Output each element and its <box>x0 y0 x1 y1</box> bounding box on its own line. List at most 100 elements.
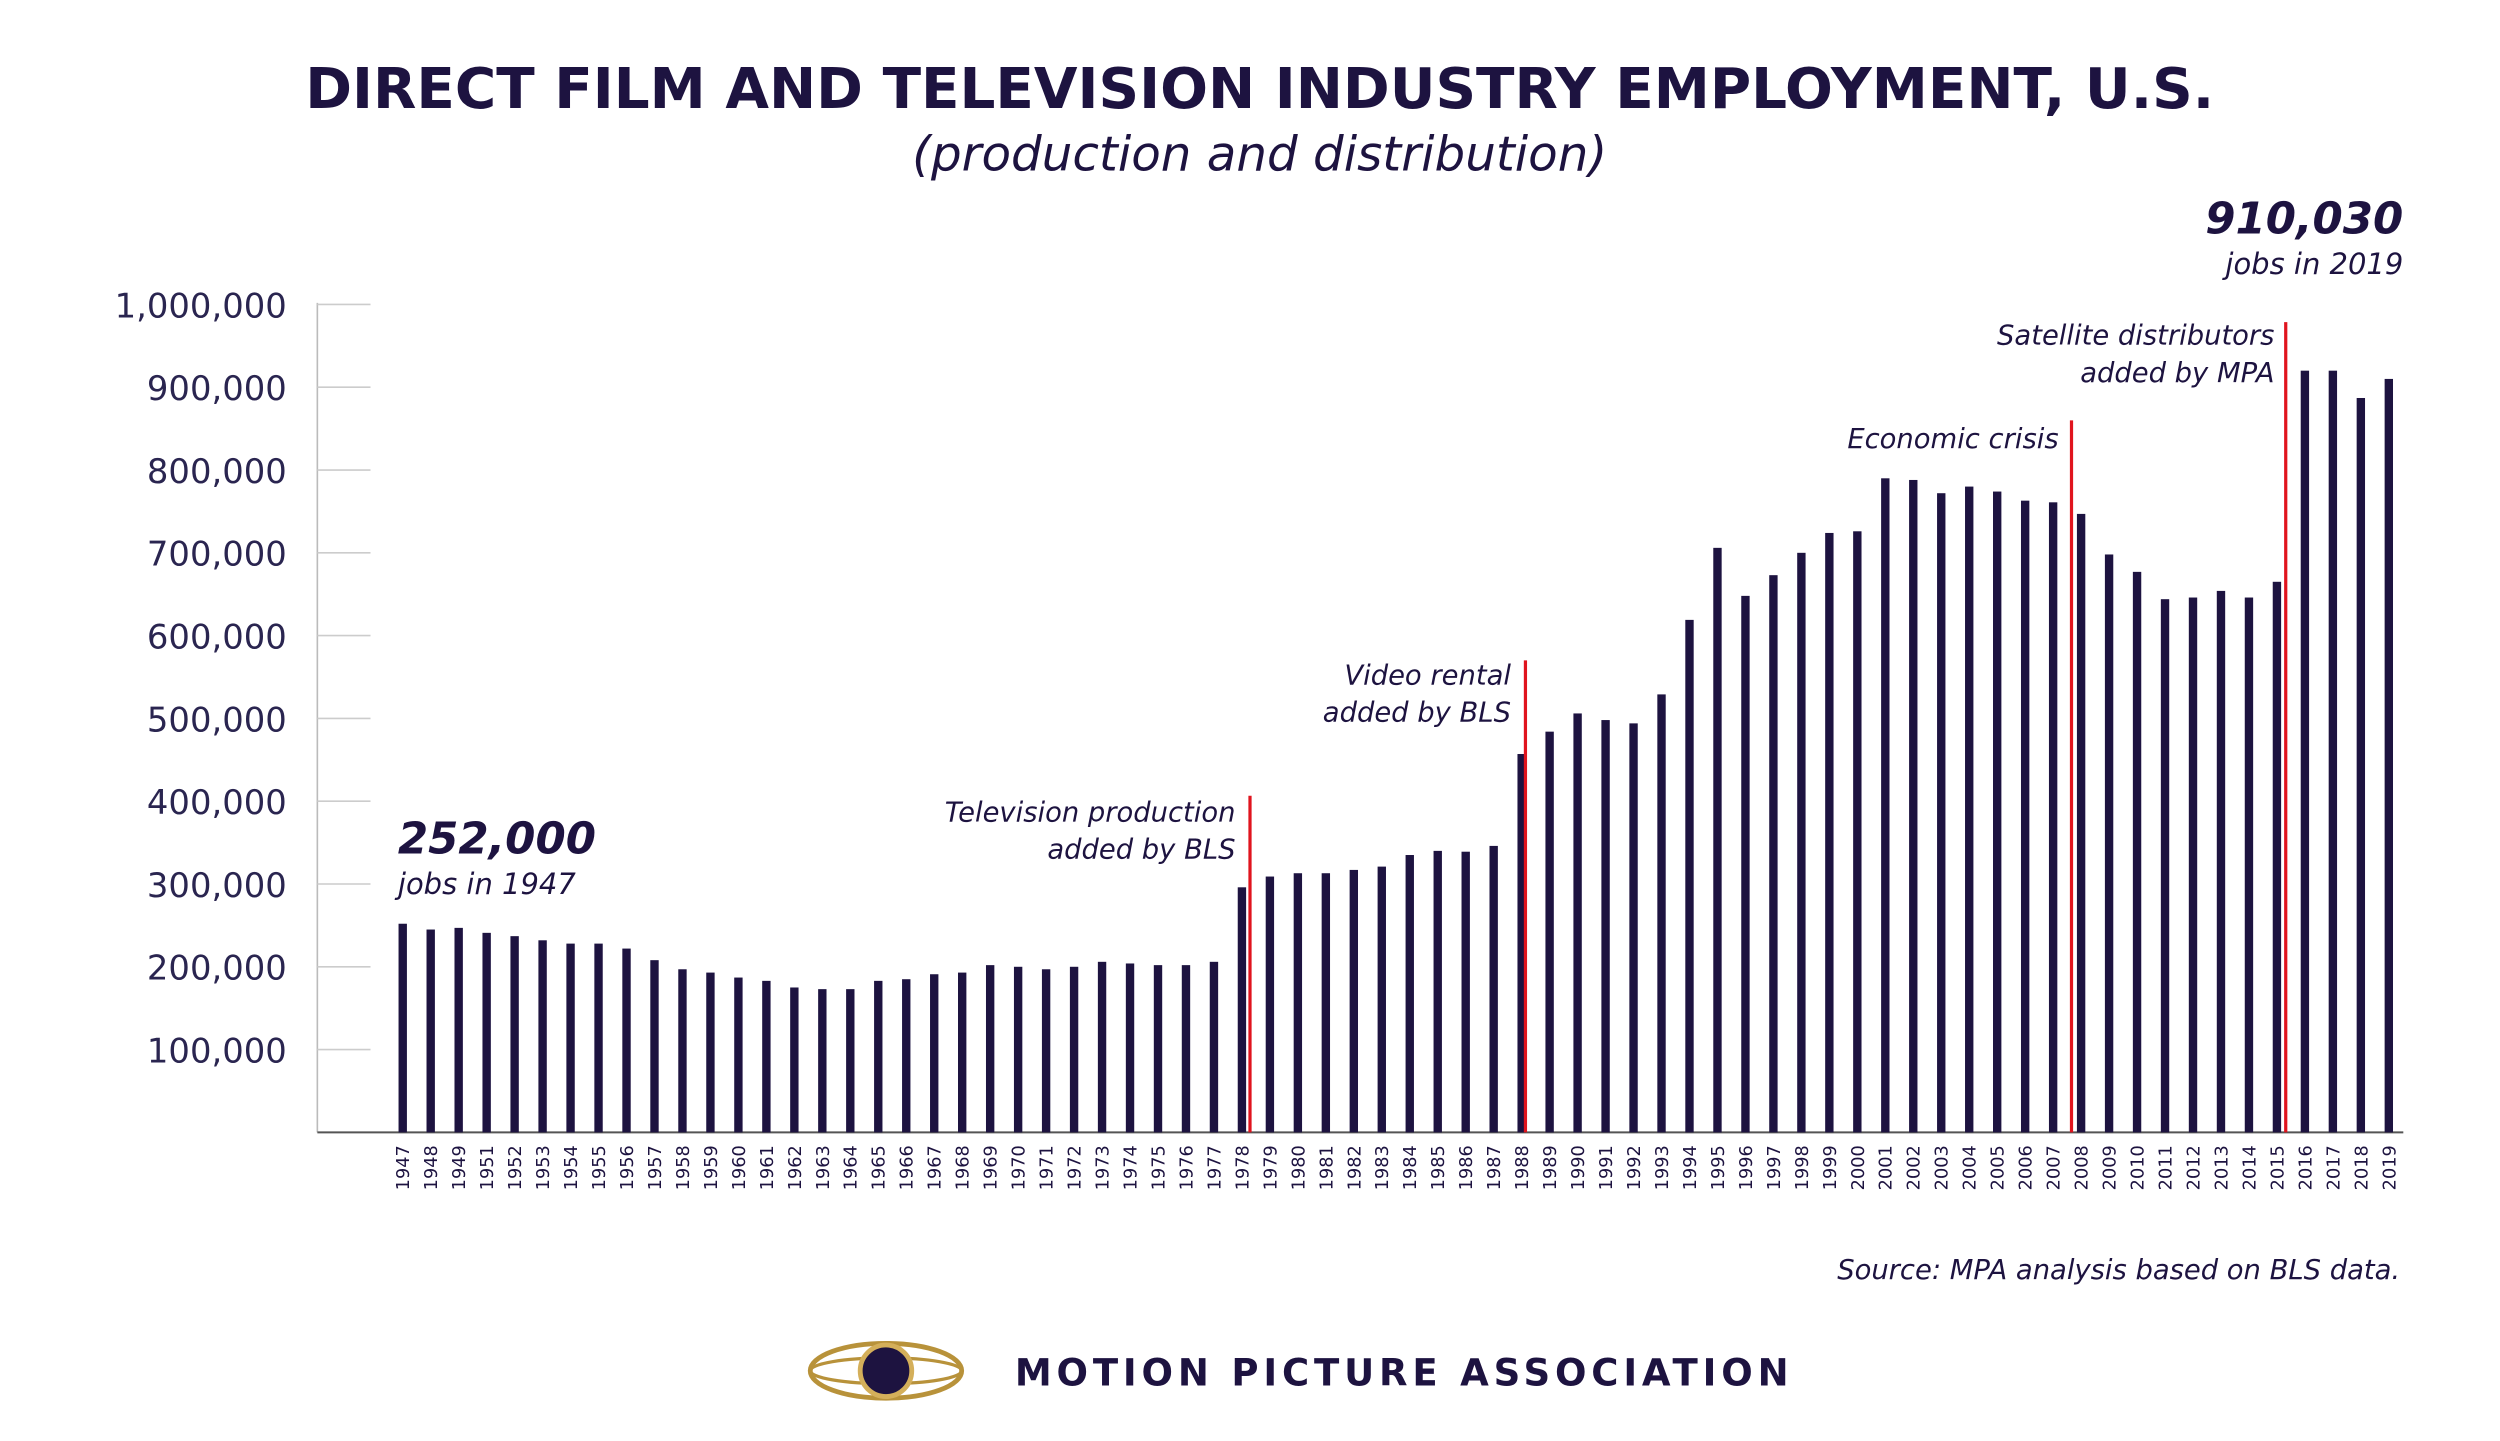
bar <box>2132 571 2142 1133</box>
x-tick-label: 1984 <box>1401 1145 1421 1190</box>
bar <box>1545 731 1554 1133</box>
bar <box>874 980 883 1133</box>
bar <box>846 989 855 1133</box>
bar <box>1265 876 1275 1133</box>
bar <box>2216 590 2226 1133</box>
x-tick-label: 1954 <box>562 1145 582 1190</box>
y-tick-label: 800,000 <box>147 452 287 491</box>
x-tick-label: 1964 <box>842 1145 862 1190</box>
bar <box>1349 869 1359 1133</box>
x-tick-label: 1966 <box>898 1145 918 1190</box>
x-tick-label: 1967 <box>926 1145 946 1190</box>
x-tick-label: 1979 <box>1261 1145 1281 1190</box>
bar <box>678 969 687 1133</box>
x-tick-label: 2005 <box>1989 1145 2009 1190</box>
x-tick-label: 1951 <box>478 1145 498 1190</box>
x-tick-label: 2015 <box>2268 1145 2288 1190</box>
bar <box>1993 491 2002 1133</box>
source: Source: MPA analysis based on BLS data. <box>1837 1255 2400 1286</box>
bar <box>1769 575 1778 1133</box>
bar <box>985 965 995 1133</box>
y-tick-label: 1,000,000 <box>115 286 287 325</box>
bar <box>566 943 575 1133</box>
x-tick-label: 2002 <box>1905 1145 1925 1190</box>
callout-value: 252,000 <box>398 815 596 865</box>
x-tick-label: 2013 <box>2212 1145 2232 1190</box>
bar <box>790 987 799 1133</box>
callout-value: 910,030 <box>2205 195 2403 245</box>
bar <box>1321 873 1331 1133</box>
x-tick-label: 1960 <box>730 1145 750 1190</box>
bar <box>2076 513 2086 1133</box>
x-tick-label: 1982 <box>1345 1145 1365 1190</box>
bar <box>1405 855 1414 1133</box>
x-tick-label: 1956 <box>618 1145 638 1190</box>
bar <box>2272 581 2282 1133</box>
annotation-text: added by BLS <box>1323 698 1511 729</box>
chart-title: DIRECT FILM AND TELEVISION INDUSTRY EMPL… <box>305 57 2214 122</box>
y-tick-label: 500,000 <box>147 700 287 739</box>
x-tick-label: 2001 <box>1877 1145 1897 1190</box>
x-tick-label: 1985 <box>1429 1145 1449 1190</box>
annotation-text: Television production <box>945 797 1236 828</box>
bar <box>1937 493 1946 1133</box>
bar <box>1041 969 1051 1133</box>
x-tick-label: 2012 <box>2184 1145 2204 1190</box>
bar <box>1237 887 1247 1133</box>
bar <box>1741 595 1750 1133</box>
callout-text: jobs in 1947 <box>394 867 576 901</box>
x-tick-label: 2007 <box>2045 1145 2065 1190</box>
x-tick-label: 2018 <box>2352 1145 2372 1190</box>
bar <box>1293 873 1303 1133</box>
bar <box>538 940 547 1133</box>
callout-text: jobs in 2019 <box>2221 247 2403 281</box>
bar <box>2328 370 2338 1133</box>
x-tick-label: 1980 <box>1289 1145 1309 1190</box>
y-tick-label: 100,000 <box>147 1031 287 1070</box>
logo <box>807 1340 965 1401</box>
bar <box>2048 502 2058 1133</box>
bar <box>1853 531 1862 1133</box>
bar <box>762 980 771 1133</box>
bar <box>1461 851 1470 1133</box>
bar <box>398 923 407 1133</box>
x-tick-label: 1987 <box>1485 1145 1505 1190</box>
bar <box>1433 850 1442 1133</box>
x-tick-label: 2016 <box>2296 1145 2316 1190</box>
bar <box>2020 500 2030 1133</box>
bar <box>1069 966 1079 1133</box>
x-tick-label: 1948 <box>422 1145 442 1190</box>
bar <box>1825 532 1834 1133</box>
bar <box>1377 866 1386 1133</box>
y-tick-label: 900,000 <box>147 369 287 408</box>
x-tick-label: 1972 <box>1066 1145 1086 1190</box>
x-tick-label: 1997 <box>1765 1145 1785 1190</box>
x-tick-label: 1994 <box>1681 1145 1701 1190</box>
x-tick-label: 1978 <box>1233 1145 1253 1190</box>
x-tick-label: 1983 <box>1373 1145 1393 1190</box>
bar <box>1685 619 1694 1133</box>
x-tick-label: 1993 <box>1653 1145 1673 1190</box>
bar <box>1125 963 1135 1133</box>
bar <box>2300 370 2310 1133</box>
bar <box>1881 478 1890 1133</box>
x-tick-label: 1957 <box>646 1145 666 1190</box>
bar <box>902 979 911 1133</box>
x-tick-label: 1991 <box>1597 1145 1617 1190</box>
x-tick-label: 1977 <box>1205 1145 1225 1190</box>
x-tick-label: 1999 <box>1821 1145 1841 1190</box>
bar <box>650 960 659 1133</box>
footer: MOTION PICTURE ASSOCIATION <box>1015 1351 1794 1394</box>
y-tick-label: 600,000 <box>147 617 287 656</box>
bar <box>2188 597 2198 1133</box>
x-tick-label: 1955 <box>590 1145 610 1190</box>
x-tick-label: 1976 <box>1177 1145 1197 1190</box>
x-tick-label: 1988 <box>1513 1145 1533 1190</box>
y-tick-label: 700,000 <box>147 535 287 574</box>
bar <box>2160 599 2170 1133</box>
x-tick-label: 2009 <box>2101 1145 2121 1190</box>
bar <box>2384 378 2394 1133</box>
x-tick-label: 1965 <box>870 1145 890 1190</box>
